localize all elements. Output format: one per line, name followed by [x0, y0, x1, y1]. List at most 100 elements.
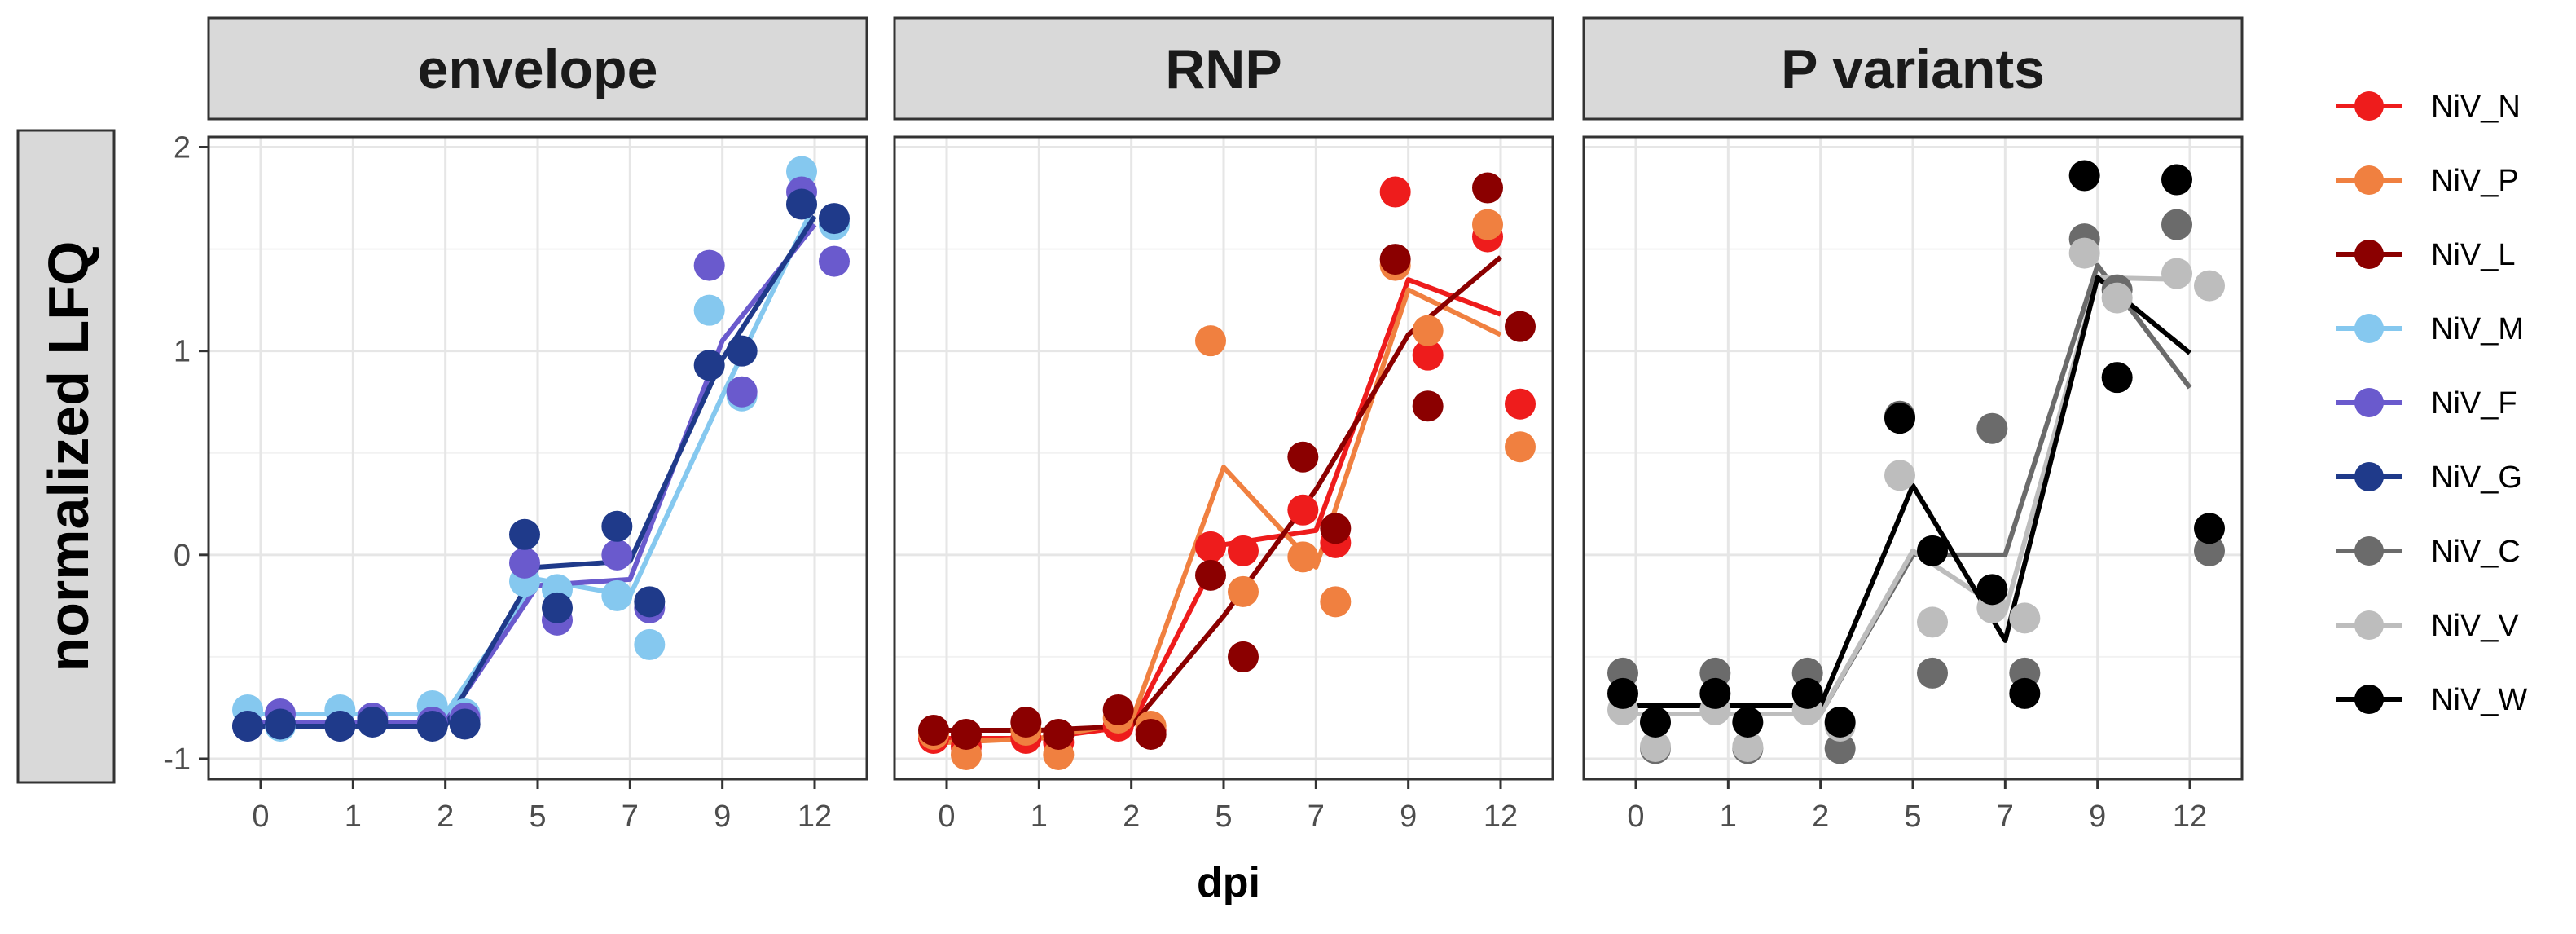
y-tick-label: 1 [174, 335, 191, 369]
data-point-NiV_V [1917, 606, 1948, 638]
x-tick-label: 1 [1720, 800, 1737, 834]
x-tick-label: 9 [2089, 800, 2106, 834]
x-axis-title: dpi [1197, 859, 1260, 906]
x-tick-label: 5 [529, 800, 546, 834]
panel-strip [893, 16, 1554, 121]
legend-key-point [2354, 610, 2384, 640]
legend-key-point [2354, 91, 2384, 121]
legend-label: NiV_M [2431, 312, 2524, 346]
data-point-NiV_L [1320, 513, 1352, 544]
panel-border [893, 135, 1554, 781]
data-point-NiV_L [1195, 559, 1226, 591]
legend-label: NiV_W [2431, 683, 2527, 717]
data-point-NiV_P [1228, 575, 1259, 607]
data-point-NiV_L [918, 714, 949, 746]
y-tick-label: 2 [174, 131, 191, 165]
data-point-NiV_L [1472, 172, 1503, 204]
panel-border [1582, 135, 2244, 781]
data-point-NiV_W [2068, 160, 2100, 192]
x-tick-label: 0 [1627, 800, 1644, 834]
data-point-NiV_G [542, 592, 573, 623]
data-point-NiV_G [357, 706, 389, 738]
data-point-NiV_P [1472, 209, 1503, 240]
data-point-NiV_C [1824, 733, 1856, 764]
data-point-NiV_W [1884, 403, 1915, 434]
x-tick-label: 12 [2173, 800, 2207, 834]
legend-label: NiV_P [2431, 164, 2519, 198]
data-point-NiV_L [1135, 718, 1167, 750]
x-tick-label: 2 [1123, 800, 1140, 834]
data-point-NiV_V [1884, 460, 1915, 491]
data-point-NiV_C [2194, 535, 2225, 566]
data-point-NiV_W [1732, 706, 1764, 738]
x-tick-label: 9 [714, 800, 731, 834]
data-point-NiV_C [1917, 657, 1948, 689]
data-point-NiV_L [1043, 718, 1075, 750]
data-point-NiV_W [2101, 362, 2133, 394]
data-point-NiV_N [1412, 339, 1444, 371]
x-tick-label: 5 [1904, 800, 1921, 834]
data-point-NiV_W [1976, 574, 2008, 606]
legend-item-NiV_V: NiV_V [2336, 609, 2519, 643]
data-point-NiV_W [1699, 677, 1731, 709]
y-tick-label: -1 [163, 742, 191, 777]
data-point-NiV_G [265, 708, 296, 740]
data-point-NiV_V [2068, 237, 2100, 269]
panel-title: P variants [1781, 38, 2045, 100]
data-point-NiV_F [601, 539, 633, 571]
x-tick-label: 2 [1812, 800, 1829, 834]
data-point-NiV_W [1791, 677, 1823, 709]
legend-item-NiV_F: NiV_F [2336, 386, 2517, 421]
data-point-NiV_L [951, 718, 982, 750]
data-point-NiV_P [1287, 541, 1319, 573]
data-point-NiV_V [2009, 602, 2041, 634]
data-point-NiV_G [324, 710, 356, 742]
data-point-NiV_V [2101, 282, 2133, 314]
panel-title: RNP [1165, 38, 1282, 100]
legend-item-NiV_W: NiV_W [2336, 683, 2527, 717]
data-point-NiV_C [2161, 209, 2192, 240]
x-tick-label: 7 [622, 800, 639, 834]
legend-item-NiV_L: NiV_L [2336, 238, 2516, 272]
data-point-NiV_F [819, 245, 850, 277]
data-point-NiV_P [1320, 586, 1352, 618]
legend-label: NiV_L [2431, 238, 2516, 272]
data-point-NiV_M [693, 294, 725, 326]
legend-key-point [2354, 314, 2384, 343]
legend-item-NiV_C: NiV_C [2336, 535, 2521, 569]
data-point-NiV_V [1732, 730, 1764, 762]
x-tick-label: 12 [798, 800, 832, 834]
data-point-NiV_W [1607, 677, 1638, 709]
data-point-NiV_G [601, 510, 633, 542]
legend-key-point [2354, 685, 2384, 714]
x-tick-label: 7 [1308, 800, 1325, 834]
data-point-NiV_W [1824, 706, 1856, 738]
y-axis-title-strip: normalized LFQ [16, 129, 116, 784]
data-point-NiV_G [726, 335, 758, 367]
x-tick-label: 0 [938, 800, 955, 834]
legend-item-NiV_N: NiV_N [2336, 90, 2521, 124]
panel-border [207, 135, 868, 781]
data-point-NiV_W [2161, 164, 2192, 196]
data-point-NiV_M [634, 628, 666, 660]
data-point-NiV_G [416, 710, 448, 742]
data-point-NiV_W [2194, 513, 2225, 544]
legend-key-point [2354, 240, 2384, 269]
legend-key-point [2354, 462, 2384, 491]
data-point-NiV_L [1379, 244, 1411, 275]
x-tick-label: 1 [345, 800, 362, 834]
data-point-NiV_F [509, 547, 540, 579]
data-point-NiV_L [1102, 694, 1134, 725]
data-point-NiV_L [1287, 441, 1319, 473]
data-point-NiV_G [693, 350, 725, 381]
x-tick-label: 2 [437, 800, 454, 834]
data-point-NiV_N [1379, 176, 1411, 208]
panel-title: envelope [418, 38, 658, 100]
data-point-NiV_F [726, 376, 758, 408]
legend-item-NiV_M: NiV_M [2336, 312, 2524, 346]
data-point-NiV_L [1505, 311, 1536, 342]
data-point-NiV_L [1228, 641, 1259, 672]
data-point-NiV_L [1412, 390, 1444, 422]
